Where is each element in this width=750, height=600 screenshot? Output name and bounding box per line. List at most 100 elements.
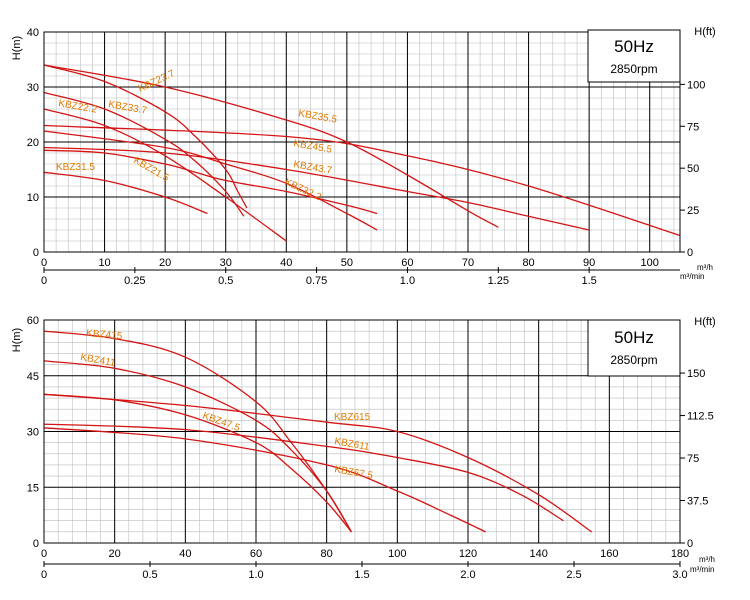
chart-1-info-box [587,29,681,83]
x-tick-label: 60 [250,548,262,560]
y-tick-label: 0 [33,247,39,259]
y-tick-label: 20 [27,137,39,149]
x-tick-label: 10 [98,257,110,269]
x2-tick-label: 1.0 [248,569,263,581]
x-tick-label: 60 [401,257,413,269]
curve-kbz33-7 [43,91,245,217]
chart-1-x2unit: m³/min [680,272,704,281]
x-tick-label: 90 [583,257,595,269]
x-tick-label: 40 [280,257,292,269]
curve-kbz31-5 [43,171,208,215]
chart-2-x2unit: m³/min [690,565,714,574]
chart-1-panel: KBZ23.7KBZ33.7KBZ22.2KBZ35.5KBZ45.5KBZ43… [11,26,716,287]
chart-2-ylabel: H(m) [11,328,23,352]
x-tick-label: 100 [641,257,659,269]
chart-2-y2label: H(ft) [694,316,715,328]
curve-label-kbz47-5: KBZ47.5 [201,410,242,434]
curve-kbz23-7 [43,64,248,209]
chart-1-speed: 2850rpm [610,62,657,76]
y2-tick-label: 75 [687,453,699,465]
x-tick-label: 160 [600,548,618,560]
x-tick-label: 20 [109,548,121,560]
x2-tick-label: 3.0 [672,569,687,581]
y-tick-label: 60 [27,315,39,327]
chart-1-curves [43,64,681,242]
curve-label-kbz415: KBZ415 [86,328,123,342]
chart-1-axes: 0 10 20 30 40 0 10 20 30 40 50 60 70 80 90 100 0 0.25 0.5 0… [27,27,706,287]
curve-kbz21-5 [43,149,378,215]
y2-tick-label: 50 [687,163,699,175]
x2-tick-label: 0.5 [142,569,157,581]
curve-label-kbz23-7: KBZ23.7 [137,68,177,95]
y-tick-label: 45 [27,371,39,383]
chart-1-ylabel: H(m) [11,36,23,60]
x2-tick-label: 0 [41,275,47,287]
x2-tick-label: 1.25 [488,275,509,287]
x-tick-label: 40 [179,548,191,560]
x2-tick-label: 1.5 [581,275,596,287]
x2-tick-label: 0 [41,569,47,581]
y-tick-label: 30 [27,82,39,94]
y2-tick-label: 100 [687,79,705,91]
chart-2-info-box [587,319,681,377]
curve-kbz615 [43,393,593,533]
curve-label-kbz611: KBZ611 [333,436,370,453]
curve-kbz22-2 [43,108,287,242]
x2-tick-label: 0.25 [124,275,145,287]
x-tick-label: 180 [671,548,689,560]
x2-tick-label: 1.5 [354,569,369,581]
curve-kbz47-5 [43,393,352,533]
x-tick-label: 100 [388,548,406,560]
y-tick-label: 0 [33,538,39,550]
x-tick-label: 80 [321,548,333,560]
y2-tick-label: 112.5 [687,411,714,423]
plot-frame [43,31,681,253]
curve-label-kbz615: KBZ615 [334,412,371,423]
x-tick-label: 120 [459,548,477,560]
x-tick-label: 30 [220,257,232,269]
curve-kbz35-5 [43,64,499,228]
x-tick-label: 20 [159,257,171,269]
curve-label-kbz31-5: KBZ31.5 [56,162,95,173]
plot-frame [43,319,681,544]
curve-kbz611 [43,423,564,522]
y-tick-label: 10 [27,192,39,204]
y2-tick-label: 0 [687,538,693,550]
y-tick-label: 15 [27,482,39,494]
chart-2-xunit: m³/h [699,555,715,564]
chart-1-y2label: H(ft) [694,26,715,38]
y2-tick-label: 0 [687,247,693,259]
curve-kbz43-7 [43,146,590,231]
chart-2-panel: KBZ415 KBZ411 KBZ47.5 KBZ615 KBZ611 KBZ67.5 0… [11,315,716,581]
x-tick-label: 0 [41,548,47,560]
curve-kbz32-2 [43,130,378,231]
y2-tick-label: 37.5 [687,496,708,508]
chart-2-frequency: 50Hz [614,328,654,347]
chart-2-speed: 2850rpm [610,353,657,367]
curve-kbz67-5 [43,427,486,533]
chart-1-frequency: 50Hz [614,37,654,56]
x2-tick-label: 0.5 [218,275,233,287]
x-tick-label: 0 [41,257,47,269]
x-tick-label: 140 [529,548,547,560]
y-tick-label: 40 [27,27,39,39]
curve-label-kbz67-5: KBZ67.5 [333,464,374,482]
y2-tick-label: 150 [687,368,705,380]
x2-tick-label: 0.75 [306,275,327,287]
chart-1-xunit: m³/h [697,263,713,272]
chart-2-curves [43,330,593,533]
y-tick-label: 30 [27,427,39,439]
x2-tick-label: 2.5 [566,569,581,581]
y2-tick-label: 25 [687,205,699,217]
curve-label-kbz411: KBZ411 [79,352,116,369]
curve-kbz411 [43,360,352,533]
x-tick-label: 70 [462,257,474,269]
y2-tick-label: 75 [687,121,699,133]
x2-tick-label: 1.0 [400,275,415,287]
x-tick-label: 80 [522,257,534,269]
curve-label-kbz32-2: KBZ32.2 [283,177,323,204]
x2-tick-label: 2.0 [460,569,475,581]
curve-label-kbz35-5: KBZ35.5 [297,108,338,126]
curve-label-kbz33-7: KBZ33.7 [107,99,148,117]
